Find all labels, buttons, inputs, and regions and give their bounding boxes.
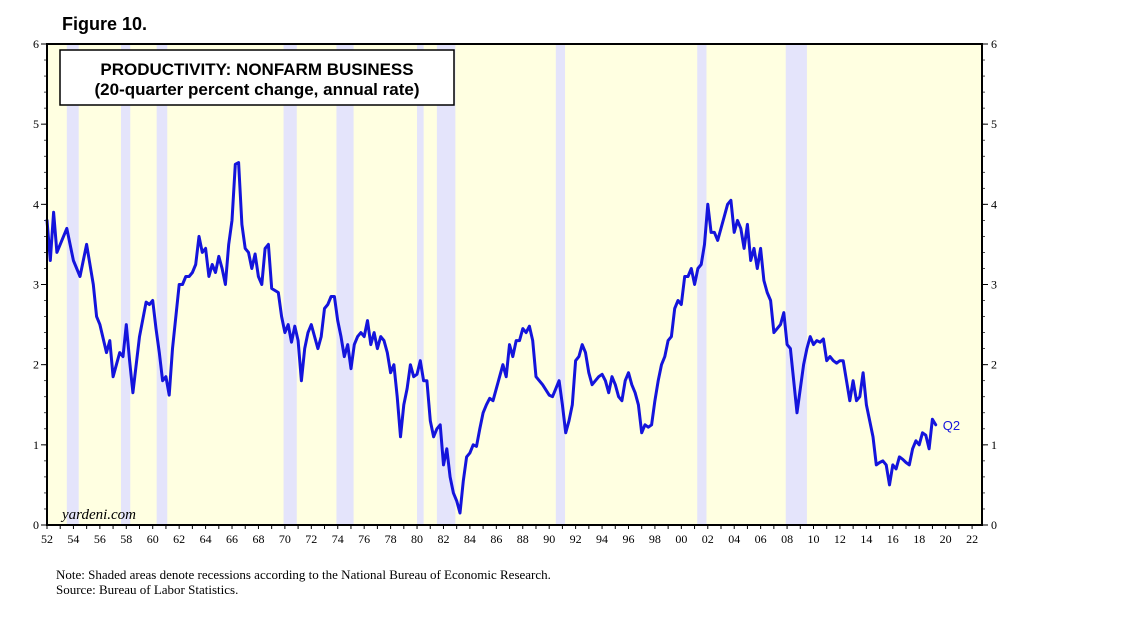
x-tick-label: 60 xyxy=(147,532,159,546)
x-tick-label: 80 xyxy=(411,532,423,546)
figure-label: Figure 10. xyxy=(62,14,148,34)
x-tick-label: 72 xyxy=(305,532,317,546)
chart-subtitle: (20-quarter percent change, annual rate) xyxy=(95,80,420,99)
x-tick-label: 10 xyxy=(808,532,820,546)
recession-band xyxy=(417,44,424,525)
y-tick-label-left: 6 xyxy=(33,37,39,51)
recession-band xyxy=(66,44,79,525)
y-tick-label-left: 1 xyxy=(33,438,39,452)
y-tick-label-left: 0 xyxy=(33,518,39,532)
recession-band xyxy=(336,44,354,525)
x-tick-label: 90 xyxy=(543,532,555,546)
x-tick-label: 18 xyxy=(913,532,925,546)
y-tick-label-right: 1 xyxy=(991,438,997,452)
plot-background xyxy=(47,44,982,525)
x-tick-label: 06 xyxy=(755,532,767,546)
chart-title: PRODUCTIVITY: NONFARM BUSINESS xyxy=(100,60,413,79)
plot-frame xyxy=(46,43,983,526)
y-tick-label-left: 3 xyxy=(33,278,39,292)
x-tick-label: 22 xyxy=(966,532,978,546)
x-tick-label: 68 xyxy=(252,532,264,546)
y-tick-label-left: 4 xyxy=(33,197,39,211)
y-tick-label-left: 2 xyxy=(33,358,39,372)
x-tick-label: 66 xyxy=(226,532,238,546)
x-tick-label: 58 xyxy=(120,532,132,546)
x-tick-label: 12 xyxy=(834,532,846,546)
x-tick-label: 88 xyxy=(517,532,529,546)
watermark: yardeni.com xyxy=(60,507,136,523)
x-tick-label: 64 xyxy=(200,532,212,546)
x-tick-label: 86 xyxy=(490,532,502,546)
y-tick-label-right: 4 xyxy=(991,197,997,211)
recession-band xyxy=(555,44,566,525)
x-tick-label: 82 xyxy=(437,532,449,546)
y-tick-label-right: 0 xyxy=(991,518,997,532)
x-tick-label: 78 xyxy=(385,532,397,546)
recession-bands xyxy=(66,44,807,525)
title-box: PRODUCTIVITY: NONFARM BUSINESS (20-quart… xyxy=(59,49,455,106)
x-tick-label: 04 xyxy=(728,532,740,546)
x-tick-label: 08 xyxy=(781,532,793,546)
recession-note: Note: Shaded areas denote recessions acc… xyxy=(56,567,551,582)
x-tick-label: 14 xyxy=(860,532,872,546)
source-note: Source: Bureau of Labor Statistics. xyxy=(56,582,239,597)
x-tick-label: 02 xyxy=(702,532,714,546)
title-box-frame xyxy=(59,49,455,106)
x-tick-label: 20 xyxy=(940,532,952,546)
x-tick-label: 84 xyxy=(464,532,476,546)
recession-band xyxy=(283,44,297,525)
recession-band xyxy=(785,44,807,525)
x-tick-label: 98 xyxy=(649,532,661,546)
x-tick-label: 74 xyxy=(332,532,344,546)
recession-band xyxy=(697,44,707,525)
x-tick-label: 56 xyxy=(94,532,106,546)
recession-band xyxy=(436,44,456,525)
productivity-series-line xyxy=(45,161,938,515)
x-tick-label: 94 xyxy=(596,532,608,546)
x-tick-label: 96 xyxy=(622,532,634,546)
x-tick-label: 52 xyxy=(41,532,53,546)
y-tick-label-right: 6 xyxy=(991,37,997,51)
x-tick-label: 00 xyxy=(675,532,687,546)
x-tick-label: 76 xyxy=(358,532,370,546)
x-tick-label: 70 xyxy=(279,532,291,546)
recession-band xyxy=(121,44,131,525)
x-tick-label: 54 xyxy=(67,532,79,546)
chart-notes: Note: Shaded areas denote recessions acc… xyxy=(56,567,551,597)
y-tick-label-right: 2 xyxy=(991,358,997,372)
x-tick-label: 62 xyxy=(173,532,185,546)
last-point-label: Q2 xyxy=(943,418,960,433)
x-tick-label: 16 xyxy=(887,532,899,546)
y-tick-label-right: 3 xyxy=(991,278,997,292)
y-tick-label-left: 5 xyxy=(33,117,39,131)
x-tick-label: 92 xyxy=(570,532,582,546)
recession-band xyxy=(156,44,168,525)
y-tick-label-right: 5 xyxy=(991,117,997,131)
axes: 0 01 12 23 34 45 56 652 54 56 58 60 62 64 66 68 70 72 74 76… xyxy=(33,37,997,546)
